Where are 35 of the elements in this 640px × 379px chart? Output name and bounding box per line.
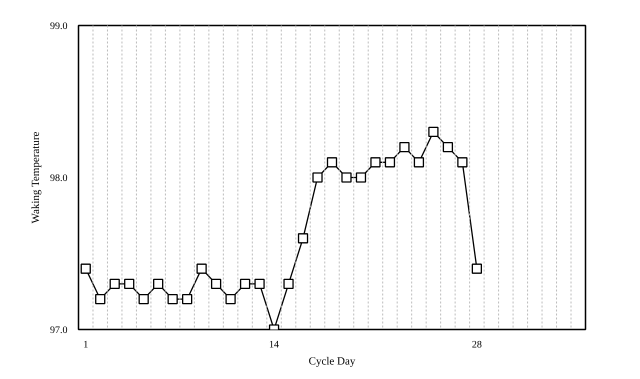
point: [472, 264, 482, 274]
point: [138, 294, 149, 304]
point: [153, 278, 164, 290]
point: [168, 294, 178, 304]
point: [356, 172, 366, 183]
point: [225, 294, 236, 304]
point: [124, 278, 134, 290]
point: [182, 294, 192, 304]
y-axis-title: Waking Temperature: [30, 132, 42, 224]
point: [326, 157, 338, 168]
point: [298, 233, 308, 244]
y-tick-label: 99.0: [50, 21, 68, 32]
x-tick-label: 28: [472, 340, 482, 350]
point: [428, 126, 439, 138]
y-tick-label: 98.0: [50, 173, 68, 184]
point: [95, 294, 106, 304]
point: [370, 157, 381, 168]
point: [80, 264, 91, 274]
x-axis-title: Cycle Day: [308, 356, 356, 368]
point: [110, 278, 120, 290]
point: [414, 157, 424, 168]
point: [384, 157, 396, 168]
x-tick-label: 14: [269, 340, 280, 350]
x-tick-label: 1: [83, 340, 88, 350]
point: [399, 142, 410, 152]
point: [341, 172, 352, 183]
point: [442, 142, 454, 152]
point: [283, 278, 294, 290]
point: [312, 172, 323, 183]
point: [210, 278, 222, 290]
point: [457, 157, 468, 168]
point: [196, 264, 207, 274]
y-tick-label: 97.0: [50, 325, 68, 336]
point: [240, 278, 250, 290]
point: [254, 278, 265, 290]
